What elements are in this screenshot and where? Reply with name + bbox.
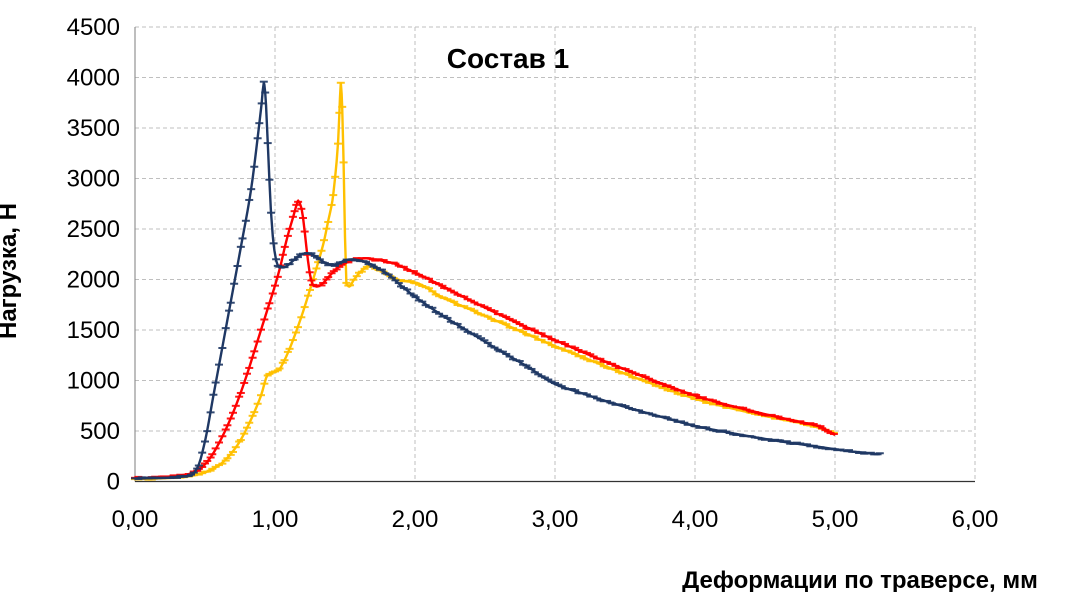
svg-text:500: 500 bbox=[80, 418, 120, 445]
svg-text:4,00: 4,00 bbox=[672, 506, 719, 533]
svg-text:3500: 3500 bbox=[67, 115, 120, 142]
svg-text:1000: 1000 bbox=[67, 368, 120, 395]
svg-text:4000: 4000 bbox=[67, 65, 120, 92]
svg-text:4500: 4500 bbox=[67, 14, 120, 41]
svg-text:2,00: 2,00 bbox=[392, 506, 439, 533]
svg-text:Деформации по траверсе, мм: Деформации по траверсе, мм bbox=[682, 567, 1038, 592]
svg-text:3000: 3000 bbox=[67, 166, 120, 193]
svg-text:2500: 2500 bbox=[67, 216, 120, 243]
svg-text:0: 0 bbox=[107, 469, 120, 496]
svg-text:1500: 1500 bbox=[67, 317, 120, 344]
svg-text:Состав 1: Состав 1 bbox=[447, 43, 569, 74]
svg-text:5,00: 5,00 bbox=[812, 506, 859, 533]
svg-text:3,00: 3,00 bbox=[532, 506, 579, 533]
svg-text:0,00: 0,00 bbox=[112, 506, 159, 533]
svg-text:Нагрузка, Н: Нагрузка, Н bbox=[0, 203, 22, 339]
svg-text:6,00: 6,00 bbox=[952, 506, 999, 533]
svg-text:1,00: 1,00 bbox=[252, 506, 299, 533]
svg-text:2000: 2000 bbox=[67, 267, 120, 294]
